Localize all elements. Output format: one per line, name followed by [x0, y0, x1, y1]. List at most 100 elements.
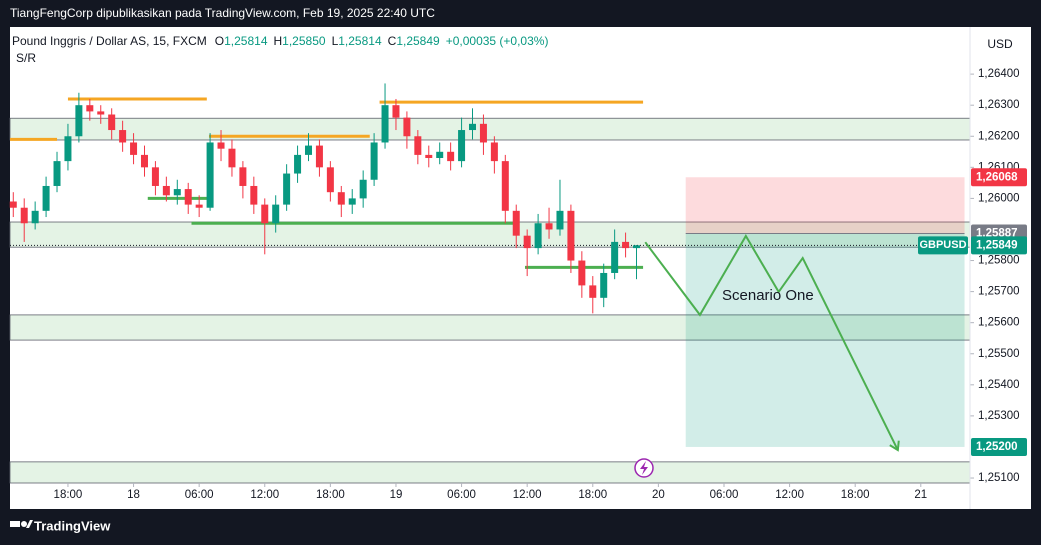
y-tick-label: 1,25300 [978, 410, 1020, 422]
x-tick-label: 06:00 [710, 489, 739, 501]
candle-body [633, 245, 641, 249]
candle-body [304, 145, 312, 155]
footer: TradingView [34, 518, 111, 533]
header: TiangFengCorp dipublikasikan pada Tradin… [10, 6, 435, 20]
candle-body [479, 123, 487, 143]
candle-body [283, 173, 291, 205]
ohlc-key: L [332, 34, 339, 48]
last-price-label-bg [971, 236, 1027, 255]
candle-body [370, 142, 378, 180]
stop-price-label-bg [971, 168, 1027, 187]
candle-body [337, 192, 345, 205]
last-price-label: 1,25849 [976, 239, 1018, 251]
candle-body [447, 151, 455, 162]
currency: USD [987, 37, 1013, 51]
y-tick-label: 1,25800 [978, 255, 1020, 267]
candle-body [42, 185, 50, 211]
candle-body [173, 189, 181, 196]
y-tick-label: 1,26400 [978, 68, 1020, 80]
legend: Pound Inggris / Dollar AS, 15, FXCM O1,25… [12, 34, 548, 48]
candle-body [403, 117, 411, 137]
ohlc-key: H [274, 34, 283, 48]
y-tick-label: 1,25400 [978, 379, 1020, 391]
candle-body [523, 235, 531, 249]
x-tick-label: 18:00 [54, 489, 83, 501]
candle-body [53, 161, 61, 186]
candle-body [425, 154, 433, 159]
x-tick-label: 18 [127, 489, 140, 501]
candle-body [86, 105, 94, 112]
symbol-tag-bg [918, 236, 968, 255]
candle-body [600, 272, 608, 298]
ohlc-key: O [215, 34, 224, 48]
candle-body [611, 241, 619, 273]
candle-body [534, 223, 542, 249]
candle-body [348, 198, 356, 205]
target-zone [685, 233, 965, 447]
y-tick-label: 1,26300 [978, 99, 1020, 111]
sr-zone [9, 461, 971, 484]
x-tick-label: 12:00 [513, 489, 542, 501]
x-tick-label: 06:00 [447, 489, 476, 501]
candle-body [250, 185, 258, 205]
candle-body [545, 223, 553, 230]
y-tick-label: 1,26000 [978, 192, 1020, 204]
candle-body [184, 189, 192, 205]
candle-body [294, 154, 302, 174]
y-tick-label: 1,25100 [978, 472, 1020, 484]
candle-body [97, 111, 105, 115]
symbol-tag: GBPUSD [919, 239, 966, 251]
ohlc-value: 1,25849 [396, 34, 440, 48]
candle-body [501, 161, 509, 211]
candle-body [578, 260, 586, 286]
scenario-label: Scenario One [722, 287, 814, 304]
candle-body [195, 204, 203, 208]
candle-body [589, 285, 597, 298]
candle-body [217, 142, 225, 149]
candle-body [622, 241, 630, 249]
candle-body [228, 148, 236, 168]
candle-body [261, 204, 269, 224]
x-tick-label: 12:00 [775, 489, 804, 501]
change: +0,00035 (+0,03%) [446, 34, 549, 48]
y-tick-label: 1,25700 [978, 286, 1020, 298]
candle-body [119, 130, 127, 143]
candle-body [381, 105, 389, 143]
candle-body [108, 114, 116, 131]
x-tick-label: 18:00 [841, 489, 870, 501]
candle-body [9, 201, 17, 208]
candle-body [64, 136, 72, 162]
candle-body [359, 179, 367, 199]
candle-body [567, 210, 575, 261]
x-tick-label: 18:00 [316, 489, 345, 501]
indicator: S/R [16, 51, 36, 65]
candle-body [206, 142, 214, 208]
candle-body [272, 204, 280, 224]
candle-body [490, 142, 498, 162]
candle-body [31, 210, 39, 224]
y-tick-label: 1,26200 [978, 130, 1020, 142]
ohlc-value: 1,25814 [224, 34, 268, 48]
candle-body [458, 130, 466, 162]
x-tick-label: 06:00 [185, 489, 214, 501]
stop-price-label: 1,26068 [976, 171, 1018, 183]
candle-body [130, 142, 138, 155]
target-price-label-bg [971, 437, 1027, 456]
candle-body [512, 210, 520, 236]
candle-body [315, 145, 323, 168]
sr-zone [9, 117, 971, 141]
candle-body [162, 185, 170, 196]
footer-logo [10, 520, 33, 528]
candle-body [414, 136, 422, 155]
x-tick-label: 12:00 [250, 489, 279, 501]
x-tick-label: 20 [652, 489, 665, 501]
candle-body [326, 167, 334, 193]
candle-body [469, 123, 477, 131]
ohlc-value: 1,25814 [338, 34, 382, 48]
candle-body [556, 210, 564, 230]
ohlc-key: C [388, 34, 397, 48]
x-tick-label: 19 [390, 489, 403, 501]
candle-body [75, 105, 83, 137]
